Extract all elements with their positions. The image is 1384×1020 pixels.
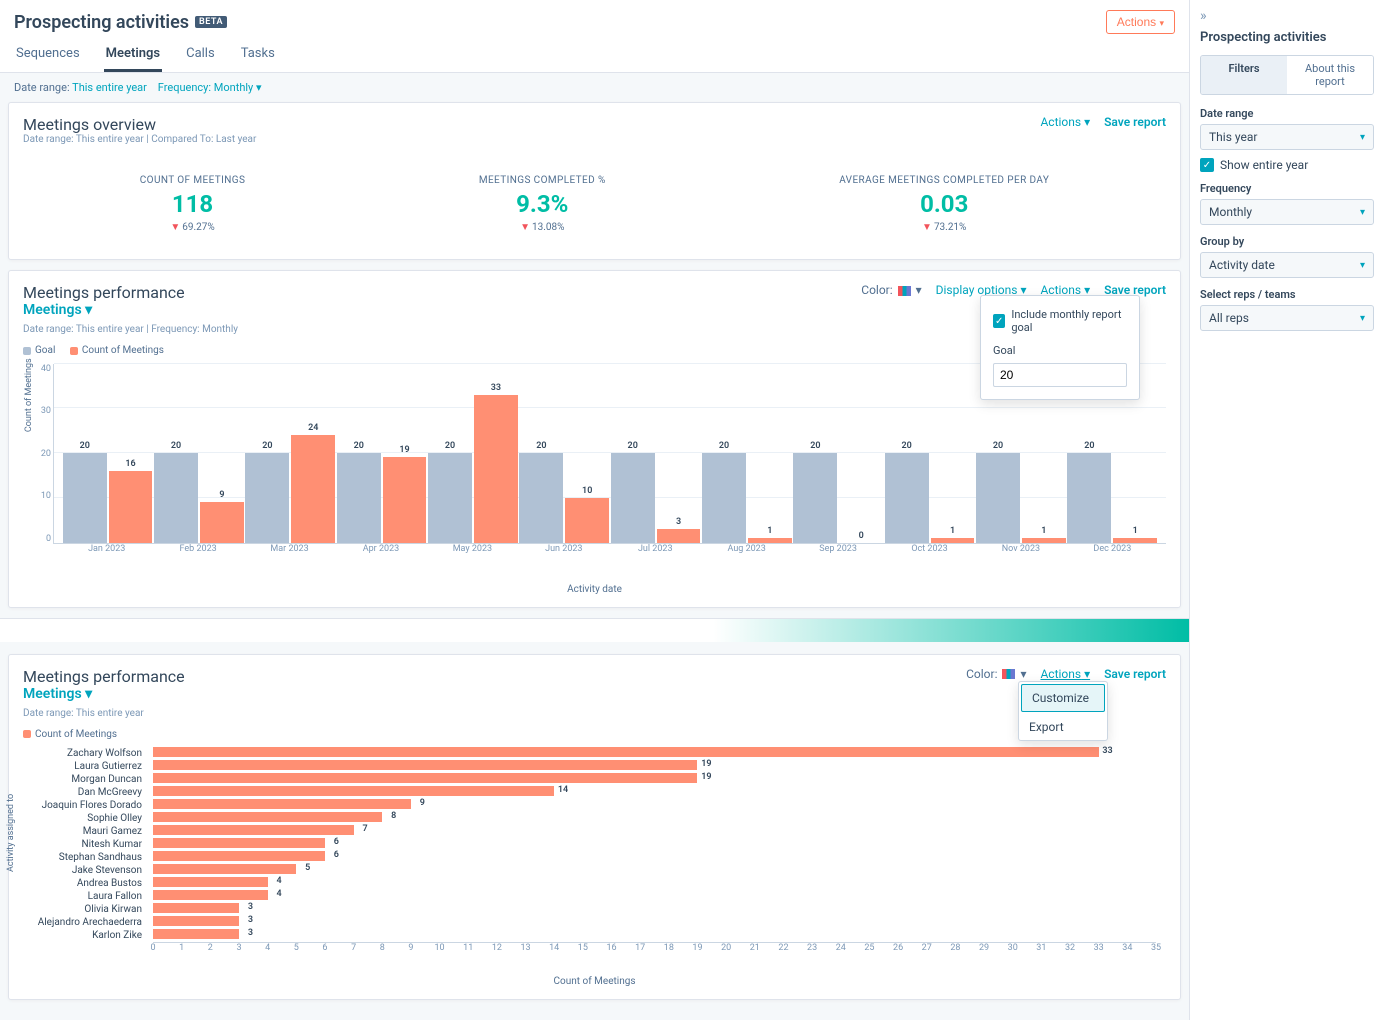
perf2-chart: Zachary Wolfson33Laura Gutierrez19Morgan… — [153, 747, 1156, 942]
month-group: 2033 — [427, 364, 518, 543]
actions-dropdown-menu: Customize Export — [1018, 681, 1108, 741]
person-bar: Sophie Olley8 — [153, 812, 1156, 825]
frequency-select[interactable]: Monthly▾ — [1200, 199, 1374, 225]
perf2-legend: Count of Meetings — [23, 729, 1166, 742]
person-bar: Jake Stevenson5 — [153, 864, 1156, 877]
person-bar: Zachary Wolfson33 — [153, 747, 1156, 760]
overview-meta: Date range: This entire year | Compared … — [23, 134, 256, 145]
date-range-select[interactable]: This year▾ — [1200, 124, 1374, 150]
kpi: MEETINGS COMPLETED %9.3%▼13.08% — [479, 175, 606, 233]
person-bar: Morgan Duncan19 — [153, 773, 1156, 786]
perf2-actions[interactable]: Actions ▾ — [1040, 667, 1090, 681]
month-group: 2019 — [336, 364, 427, 543]
perf2-subtitle[interactable]: Meetings ▾ — [23, 686, 185, 702]
person-bar: Olivia Kirwan3 — [153, 903, 1156, 916]
overview-save[interactable]: Save report — [1104, 115, 1166, 129]
month-group: 2024 — [245, 364, 336, 543]
overview-actions[interactable]: Actions ▾ — [1040, 115, 1090, 129]
kpi: COUNT OF MEETINGS118▼69.27% — [140, 175, 246, 233]
side-tab-about[interactable]: About this report — [1287, 56, 1373, 94]
person-bar: Karlon Zike3 — [153, 929, 1156, 942]
person-bar: Joaquin Flores Dorado9 — [153, 799, 1156, 812]
performance-card-2: Meetings performance Meetings ▾ Color: ▾… — [8, 654, 1181, 1001]
perf1-title: Meetings performance — [23, 283, 185, 302]
person-bar: Laura Gutierrez19 — [153, 760, 1156, 773]
reps-label: Select reps / teams — [1200, 288, 1374, 301]
month-group: 2016 — [62, 364, 153, 543]
page-header: Prospecting activities BETA Actions ▾ — [0, 0, 1189, 38]
person-bar: Stephan Sandhaus6 — [153, 851, 1156, 864]
person-bar: Andrea Bustos4 — [153, 877, 1156, 890]
month-group: 203 — [610, 364, 701, 543]
frequency-label: Frequency — [1200, 182, 1374, 195]
frequency-link[interactable]: Frequency: Monthly ▾ — [158, 81, 262, 94]
date-range-label: Date range — [1200, 107, 1374, 120]
include-goal-checkbox[interactable]: ✓ — [993, 314, 1005, 328]
perf1-subtitle[interactable]: Meetings ▾ — [23, 302, 185, 318]
perf2-title: Meetings performance — [23, 667, 185, 686]
performance-card-1: Meetings performance Meetings ▾ Color: ▾… — [8, 270, 1181, 608]
month-group: 200 — [793, 364, 884, 543]
section-divider — [0, 618, 1189, 642]
perf1-color-picker[interactable]: Color: ▾ — [861, 283, 921, 297]
tab-tasks[interactable]: Tasks — [239, 38, 277, 72]
tab-meetings[interactable]: Meetings — [104, 38, 162, 72]
perf2-color-picker[interactable]: Color: ▾ — [966, 667, 1026, 681]
perf2-save[interactable]: Save report — [1104, 667, 1166, 681]
overview-card: Meetings overview Date range: This entir… — [8, 102, 1181, 260]
reps-select[interactable]: All reps▾ — [1200, 305, 1374, 331]
goal-input-label: Goal — [993, 344, 1127, 357]
menu-customize[interactable]: Customize — [1021, 684, 1105, 712]
month-group: 201 — [884, 364, 975, 543]
person-bar: Nitesh Kumar6 — [153, 838, 1156, 851]
page-title-text: Prospecting activities — [14, 12, 189, 33]
group-by-label: Group by — [1200, 235, 1374, 248]
side-title: Prospecting activities — [1200, 30, 1374, 45]
menu-export[interactable]: Export — [1019, 714, 1107, 740]
subheader: Date range: This entire year Frequency: … — [0, 73, 1189, 102]
display-options-popup: ✓ Include monthly report goal Goal — [980, 295, 1140, 400]
side-panel: » Prospecting activities Filters About t… — [1189, 0, 1384, 1020]
side-tab-filters[interactable]: Filters — [1201, 56, 1287, 94]
collapse-panel-icon[interactable]: » — [1200, 8, 1374, 24]
overview-title: Meetings overview — [23, 115, 256, 134]
header-actions-button[interactable]: Actions ▾ — [1106, 10, 1175, 34]
show-entire-year-checkbox[interactable]: ✓ — [1200, 158, 1214, 172]
person-bar: Mauri Gamez7 — [153, 825, 1156, 838]
kpi-row: COUNT OF MEETINGS118▼69.27% MEETINGS COMP… — [23, 161, 1166, 247]
tab-calls[interactable]: Calls — [184, 38, 217, 72]
person-bar: Alejandro Arechaederra3 — [153, 916, 1156, 929]
kpi: AVERAGE MEETINGS COMPLETED PER DAY0.03▼7… — [839, 175, 1049, 233]
tab-sequences[interactable]: Sequences — [14, 38, 82, 72]
beta-badge: BETA — [195, 16, 227, 28]
month-group: 209 — [153, 364, 244, 543]
perf2-meta: Date range: This entire year — [23, 708, 1166, 719]
person-bar: Dan McGreevy14 — [153, 786, 1156, 799]
month-group: 2010 — [519, 364, 610, 543]
main-tabs: Sequences Meetings Calls Tasks — [0, 38, 1189, 73]
page-title: Prospecting activities BETA — [14, 12, 227, 33]
month-group: 201 — [701, 364, 792, 543]
goal-input[interactable] — [993, 363, 1127, 387]
group-by-select[interactable]: Activity date▾ — [1200, 252, 1374, 278]
person-bar: Laura Fallon4 — [153, 890, 1156, 903]
date-range-link[interactable]: This entire year — [72, 81, 147, 94]
